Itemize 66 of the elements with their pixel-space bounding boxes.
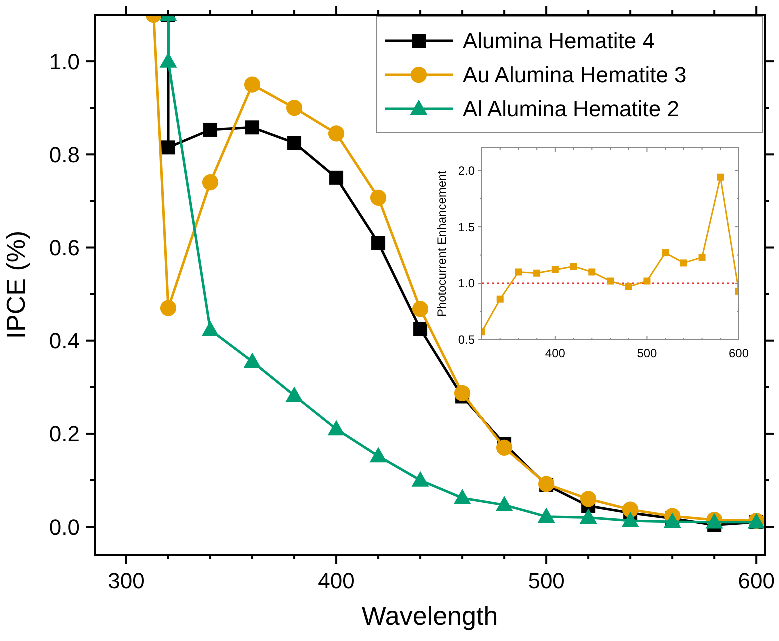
y-tick-label: 0.0 [49,514,80,540]
point [454,489,472,505]
x-tick-label: 400 [318,568,355,594]
point [372,236,386,250]
x-tick-label: 500 [637,346,658,361]
legend-label: Al Alumina Hematite 2 [463,96,680,122]
point [717,174,724,181]
point [204,122,218,137]
point [286,100,303,116]
point [570,263,578,270]
point [370,447,388,463]
point [286,386,304,402]
point [328,126,345,142]
point [412,301,429,318]
y-tick-label: 2.0 [458,164,476,178]
y-tick-label: 0.6 [49,235,80,260]
point [496,296,504,303]
point [370,190,387,206]
x-tick-label: 600 [728,346,750,361]
point [328,420,346,436]
point [622,512,640,528]
point [515,268,522,276]
point [496,440,513,456]
point [607,278,614,285]
legend-label: Au Alumina Hematite 3 [463,62,687,88]
y-tick-label: 1.0 [458,276,476,291]
x-tick-label: 500 [528,568,565,594]
point [625,283,632,290]
point [680,260,688,267]
point [580,491,597,508]
point [160,300,177,316]
y-tick-label: 0.4 [49,328,80,354]
y-tick-label: 0.2 [49,422,80,447]
point [664,512,682,528]
point [698,254,706,262]
point [588,268,596,276]
x-tick-label: 600 [738,568,775,594]
point [496,496,514,512]
x-axis-title: Wavelength [362,601,498,631]
y-tick-label: 1.5 [458,220,476,234]
point [414,322,428,336]
point [552,266,559,274]
point [454,385,471,402]
y-axis-title: IPCE (%) [1,230,31,340]
point [662,250,670,257]
point [644,278,651,285]
point [534,270,541,277]
x-tick-label: 300 [108,568,145,594]
point [288,136,302,150]
point [244,352,262,368]
point [162,140,176,155]
y-axis-title: Photocurrent Enhancement [435,170,449,318]
point [412,471,430,487]
y-tick-label: 0.8 [49,142,80,168]
point [580,508,598,524]
point [330,170,344,185]
point [538,508,556,524]
y-tick-label: 0.5 [458,333,476,348]
point [244,76,261,93]
legend-label: Alumina Hematite 4 [463,28,655,54]
point [246,120,260,135]
y-tick-label: 1.0 [49,49,80,74]
point [202,321,220,336]
point [622,502,639,518]
point [202,174,219,191]
x-tick-label: 400 [545,346,566,361]
